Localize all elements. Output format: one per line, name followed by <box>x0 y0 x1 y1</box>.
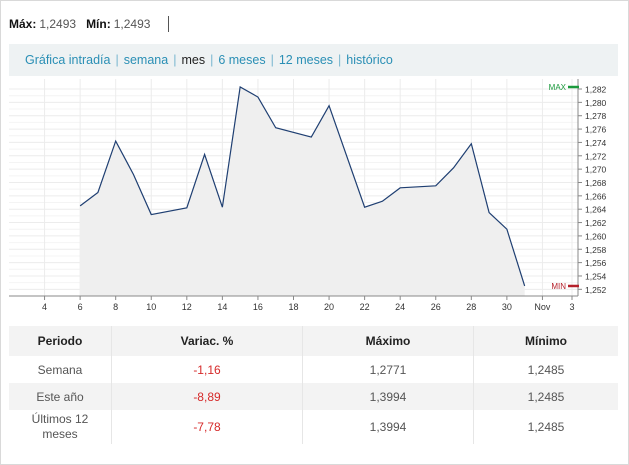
x-tick-label: 28 <box>466 302 476 312</box>
tab-separator: | <box>270 53 274 67</box>
tab-semana[interactable]: semana <box>123 53 169 67</box>
y-tick-label: 1,260 <box>585 231 607 241</box>
y-tick-label: 1,254 <box>585 271 607 281</box>
tab-6-meses[interactable]: 6 meses <box>218 53 266 67</box>
y-tick-label: 1,282 <box>585 85 607 95</box>
max-label: Máx: <box>9 17 37 31</box>
x-tick-label: 30 <box>502 302 512 312</box>
table-row: Semana -1,16 1,2771 1,2485 <box>9 356 618 383</box>
y-tick-label: 1,268 <box>585 178 607 188</box>
y-tick-label: 1,258 <box>585 245 607 255</box>
y-tick-label: 1,272 <box>585 151 607 161</box>
max-min-markers: MAX MIN <box>549 83 579 291</box>
price-range-summary: Máx: 1,2493 Mín: 1,2493 <box>9 16 169 32</box>
x-tick-label: Nov <box>534 302 551 312</box>
x-tick-label: 24 <box>395 302 405 312</box>
x-tick-label: 4 <box>42 302 47 312</box>
y-tick-label: 1,256 <box>585 258 607 268</box>
max-marker-label: MAX <box>549 83 567 92</box>
tab-separator: | <box>115 53 119 67</box>
y-tick-label: 1,252 <box>585 285 607 295</box>
y-tick-label: 1,266 <box>585 191 607 201</box>
header-change: Variac. % <box>111 326 303 356</box>
performance-table: Periodo Variac. % Máximo Mínimo Semana -… <box>9 326 618 444</box>
change-cell: -8,89 <box>111 383 303 410</box>
min-cell: 1,2485 <box>527 419 565 434</box>
x-tick-label: 6 <box>78 302 83 312</box>
header-min: Mínimo <box>525 334 567 348</box>
period-cell: Últimos 12 meses <box>9 410 112 444</box>
min-value: 1,2493 <box>113 17 151 31</box>
y-tick-label: 1,276 <box>585 125 607 135</box>
range-selector-bar: Gráfica intradía | semana | mes | 6 meses | 12 m… <box>9 44 618 76</box>
price-line <box>79 86 526 287</box>
x-tick-label: 14 <box>217 302 227 312</box>
y-tick-label: 1,270 <box>585 165 607 175</box>
min-cell: 1,2485 <box>527 362 565 377</box>
x-tick-label: 8 <box>113 302 118 312</box>
x-tick-label: 22 <box>360 302 370 312</box>
x-tick-label: 20 <box>324 302 334 312</box>
period-cell: Semana <box>9 356 112 383</box>
y-tick-label: 1,274 <box>585 138 607 148</box>
max-cell: 1,3994 <box>302 410 474 444</box>
x-axis: 4 6 8 10 12 14 16 18 20 22 24 26 28 30 Nov 3 <box>9 295 578 312</box>
max-cell: 1,3994 <box>302 383 474 410</box>
y-tick-label: 1,264 <box>585 205 607 215</box>
tab-separator: | <box>173 53 177 67</box>
change-cell: -7,78 <box>111 410 303 444</box>
price-area <box>80 87 525 297</box>
tab-separator: | <box>338 53 342 67</box>
tab-12-meses[interactable]: 12 meses <box>278 53 334 67</box>
tab-histórico[interactable]: histórico <box>346 53 393 67</box>
period-cell: Este año <box>9 383 112 410</box>
max-cell: 1,2771 <box>302 356 474 383</box>
range-tabs: Gráfica intradía | semana | mes | 6 meses | 12 m… <box>25 53 393 67</box>
header-max: Máximo <box>302 326 474 356</box>
x-tick-label: 3 <box>569 302 574 312</box>
header-period: Periodo <box>9 326 112 356</box>
x-tick-label: 18 <box>288 302 298 312</box>
min-label: Mín: <box>86 17 111 31</box>
tab-separator: | <box>210 53 214 67</box>
table-row: Este año -8,89 1,3994 1,2485 <box>9 383 618 410</box>
change-cell: -1,16 <box>111 356 303 383</box>
y-tick-label: 1,278 <box>585 111 607 121</box>
y-axis: 1,282 1,280 1,278 1,276 1,274 1,272 1,270 1,268… <box>577 79 607 296</box>
min-marker-label: MIN <box>551 282 566 291</box>
tab-gráfica-intradía[interactable]: Gráfica intradía <box>25 53 111 67</box>
tab-mes: mes <box>181 53 206 67</box>
x-tick-label: 12 <box>182 302 192 312</box>
chart-plot <box>79 86 526 297</box>
y-tick-label: 1,280 <box>585 98 607 108</box>
min-cell: 1,2485 <box>473 383 618 410</box>
x-tick-label: 16 <box>253 302 263 312</box>
x-tick-label: 26 <box>431 302 441 312</box>
table-row: Últimos 12 meses -7,78 1,3994 1,2485 <box>9 410 618 444</box>
max-value: 1,2493 <box>39 17 77 31</box>
y-tick-label: 1,262 <box>585 218 607 228</box>
x-tick-label: 10 <box>146 302 156 312</box>
vertical-divider <box>167 16 169 32</box>
